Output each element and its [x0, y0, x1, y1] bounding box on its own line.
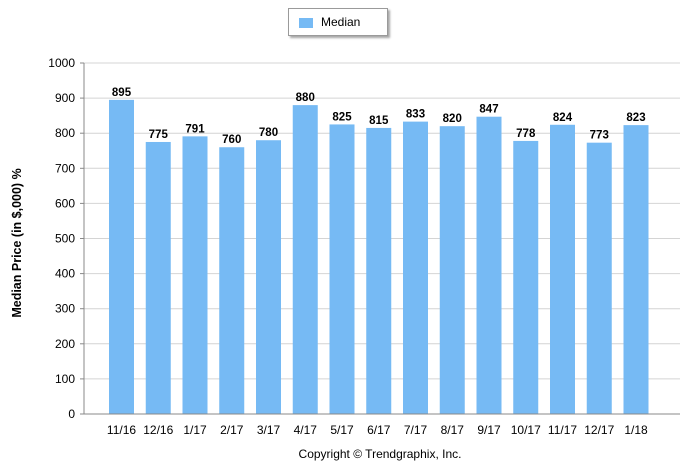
y-tick-label: 700: [55, 161, 75, 175]
bar: [292, 105, 318, 415]
y-axis-label: Median Price (in $,000) %: [10, 168, 24, 317]
data-label: 815: [369, 115, 389, 127]
y-tick-label: 500: [55, 232, 75, 246]
copyright-footer: Copyright © Trendgraphix, Inc.: [299, 447, 462, 461]
y-tick-label: 200: [55, 337, 75, 351]
bar: [109, 99, 134, 414]
bar: [586, 142, 612, 414]
legend-swatch: [299, 18, 313, 28]
data-label: 780: [259, 127, 278, 139]
y-tick-label: 800: [55, 126, 75, 140]
bar: [623, 125, 649, 414]
y-tick-label: 400: [55, 267, 75, 281]
data-labels: 895 775 791 760 780 880 825 815 833 820 847 778 824 7…: [112, 87, 646, 146]
legend-label-median: Median: [321, 15, 361, 29]
x-tick-label: 7/17: [404, 423, 428, 437]
x-tick-label: 11/17: [548, 423, 577, 437]
bar: [550, 124, 575, 414]
data-label: 847: [479, 104, 498, 116]
bar: [219, 147, 245, 415]
data-label: 791: [185, 123, 205, 135]
data-label: 820: [443, 113, 462, 125]
y-tick-label: 900: [55, 91, 75, 105]
bar: [513, 140, 539, 414]
data-label: 778: [516, 128, 536, 140]
bars: [109, 99, 649, 415]
x-tick-label: 9/17: [477, 423, 501, 437]
x-tick-label: 12/16: [143, 423, 173, 437]
y-tick-label: 1000: [48, 56, 75, 70]
x-tick-label: 10/17: [511, 423, 541, 437]
legend: Median: [288, 8, 388, 36]
data-label: 824: [553, 112, 573, 124]
bar: [403, 121, 428, 414]
x-tick-label: 5/17: [330, 423, 354, 437]
data-label: 825: [332, 111, 352, 123]
x-tick-label: 2/17: [220, 423, 244, 437]
data-label: 895: [112, 87, 132, 99]
x-tick-label: 1/17: [183, 423, 207, 437]
x-tick-label: 11/16: [107, 423, 136, 437]
y-tick-label: 100: [55, 372, 75, 386]
data-label: 880: [296, 92, 315, 104]
bar: [476, 116, 502, 414]
x-tick-label: 1/18: [624, 423, 648, 437]
bar: [329, 124, 355, 415]
bar: [145, 141, 171, 414]
data-label: 775: [149, 129, 169, 141]
y-tick-label: 300: [55, 302, 75, 316]
bar: [256, 140, 281, 414]
data-label: 833: [406, 109, 425, 121]
bar: [439, 126, 465, 415]
x-tick-label: 3/17: [257, 423, 281, 437]
x-tick-label: 12/17: [584, 423, 614, 437]
bar: [366, 127, 392, 414]
bar: [182, 136, 208, 414]
x-axis-ticks: 11/16 12/16 1/17 2/17 3/17 4/17 5/17 6/17 7/17 8/…: [107, 423, 648, 437]
y-tick-label: 600: [55, 196, 75, 210]
x-tick-label: 6/17: [367, 423, 391, 437]
x-tick-label: 8/17: [441, 423, 465, 437]
y-tick-label: 0: [68, 407, 75, 421]
x-tick-label: 4/17: [294, 423, 318, 437]
data-label: 823: [626, 112, 645, 124]
data-label: 760: [222, 134, 241, 146]
data-label: 773: [590, 130, 609, 142]
y-axis-ticks: 0 100 200 300 400 500 600 700 800 900 1000: [48, 56, 84, 421]
